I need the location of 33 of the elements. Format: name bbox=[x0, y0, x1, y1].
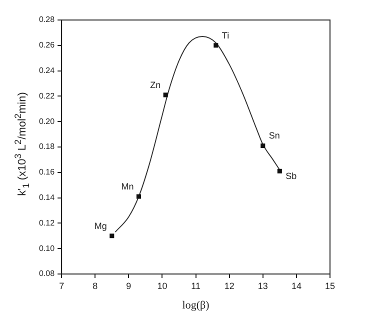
y-tick-label: 0.08 bbox=[38, 269, 56, 278]
annotation: Sn bbox=[268, 130, 280, 141]
x-tick-label: 13 bbox=[258, 280, 268, 291]
x-tick-label: 14 bbox=[291, 280, 302, 291]
point bbox=[110, 234, 114, 238]
annotation: Ti bbox=[222, 30, 230, 40]
annotation: Mn bbox=[121, 182, 134, 192]
x-tick-label: 8 bbox=[92, 280, 98, 291]
x-axis-title: log(β) bbox=[182, 299, 210, 312]
point bbox=[260, 143, 266, 148]
y-tick-label: 0.20 bbox=[38, 116, 56, 126]
y-tick-label: 0.22 bbox=[38, 91, 56, 100]
y-tick-label: 0.24 bbox=[38, 66, 56, 76]
point bbox=[214, 43, 218, 48]
y-tick-label: 0.12 bbox=[38, 218, 56, 228]
y-tick-label: 0.26 bbox=[38, 40, 56, 50]
point bbox=[277, 168, 282, 174]
annotation: Zn bbox=[150, 80, 161, 90]
x-tick-label: 11 bbox=[191, 280, 200, 291]
annotation: Sb bbox=[286, 171, 297, 182]
x-tick-label: 12 bbox=[224, 280, 234, 291]
y-tick-label: 0.14 bbox=[38, 193, 56, 202]
point bbox=[163, 92, 168, 98]
x-tick-label: 9 bbox=[126, 280, 132, 291]
x-tick-label: 15 bbox=[324, 280, 336, 291]
point bbox=[136, 194, 142, 199]
y-tick-label: 0.28 bbox=[38, 15, 56, 24]
annotation: Mg bbox=[94, 220, 107, 231]
x-tick-label: 10 bbox=[157, 280, 168, 291]
x-tick-label: 7 bbox=[59, 280, 64, 291]
y-tick-label: 0.16 bbox=[38, 168, 56, 177]
y-tick-label: 0.18 bbox=[38, 142, 56, 152]
y-tick-label: 0.10 bbox=[38, 244, 56, 253]
